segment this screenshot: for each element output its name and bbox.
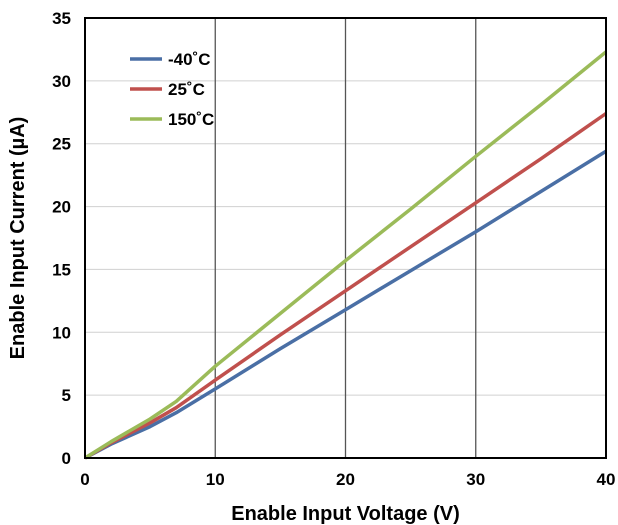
legend-label: 25˚C: [168, 80, 205, 99]
y-axis-label: Enable Input Current (µA): [7, 117, 29, 360]
y-tick-label: 20: [52, 198, 71, 217]
legend: -40˚C 25˚C 150˚C: [130, 50, 214, 129]
y-tick-label: 30: [52, 72, 71, 91]
y-tick-label: 0: [62, 449, 71, 468]
y-tick-label: 5: [62, 386, 71, 405]
y-tick-label: 35: [52, 9, 71, 28]
x-tick-label: 40: [597, 470, 616, 489]
series-line: [84, 112, 607, 460]
legend-label: -40˚C: [168, 50, 211, 69]
x-tick-label: 30: [466, 470, 485, 489]
plot-frame: [84, 17, 607, 459]
x-tick-label: 10: [206, 470, 225, 489]
tick-labels: 0 10 20 30 40 0 5 10 15 20 25 30 35: [52, 9, 615, 489]
legend-label: 150˚C: [168, 110, 214, 129]
y-tick-label: 10: [52, 323, 71, 342]
series-line: [84, 149, 607, 460]
y-tick-label: 15: [52, 260, 71, 279]
x-tick-label: 0: [80, 470, 89, 489]
series-lines: [84, 50, 608, 460]
x-axis-label: Enable Input Voltage (V): [231, 503, 460, 525]
grid-lines: [85, 18, 606, 458]
series-line: [84, 50, 608, 460]
x-tick-label: 20: [336, 470, 355, 489]
y-tick-label: 25: [52, 135, 71, 154]
